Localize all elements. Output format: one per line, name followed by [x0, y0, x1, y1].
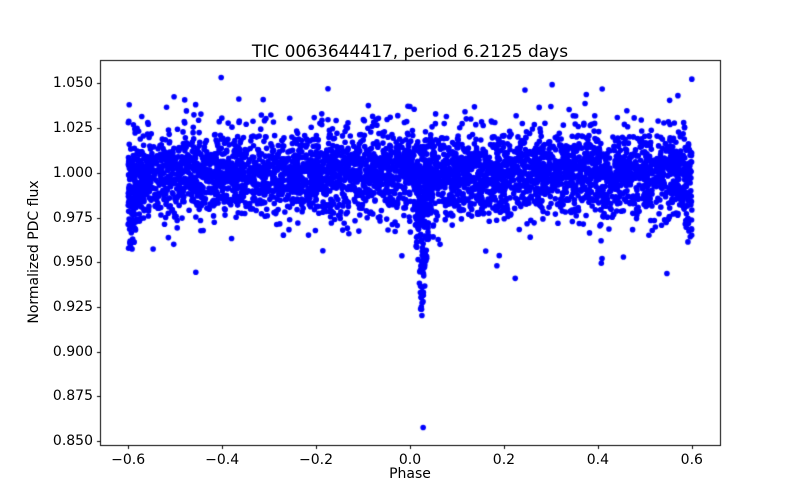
- y-tick-label: 0.950: [52, 254, 93, 271]
- y-tick-label: 0.850: [52, 433, 93, 450]
- x-tick-label: −0.2: [299, 451, 334, 468]
- y-tick-label: 1.050: [52, 75, 93, 92]
- x-tick-label: −0.4: [205, 451, 240, 468]
- y-tick-label: 1.000: [52, 164, 93, 181]
- x-axis-label: Phase: [389, 466, 431, 482]
- x-tick-label: 0.0: [398, 451, 422, 468]
- y-tick-label: 0.925: [52, 298, 93, 315]
- y-tick-label: 1.025: [52, 120, 93, 137]
- x-tick-label: 0.2: [492, 451, 516, 468]
- x-tick-label: 0.4: [586, 451, 609, 468]
- chart-title: TIC 0063644417, period 6.2125 days: [251, 42, 569, 62]
- x-tick-label: 0.6: [680, 451, 703, 468]
- y-tick-label: 0.975: [52, 209, 93, 226]
- y-tick-label: 0.900: [52, 343, 93, 360]
- y-tick-label: 0.875: [52, 388, 93, 405]
- x-tick-label: −0.6: [111, 451, 146, 468]
